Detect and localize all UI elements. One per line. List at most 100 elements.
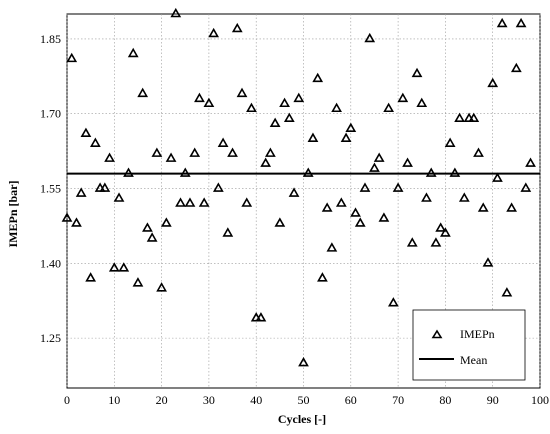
data-point xyxy=(165,152,177,162)
x-tick-label: 0 xyxy=(64,393,70,407)
data-point xyxy=(506,202,517,212)
data-point xyxy=(194,92,205,103)
data-point xyxy=(99,182,111,192)
data-point xyxy=(406,237,418,247)
data-point xyxy=(387,297,399,307)
data-point xyxy=(156,282,167,292)
data-point xyxy=(440,227,451,237)
data-point xyxy=(302,167,314,177)
data-point xyxy=(127,47,139,58)
data-point xyxy=(236,87,248,98)
y-tick-label: 1.25 xyxy=(40,331,61,345)
data-point xyxy=(383,102,395,113)
data-point xyxy=(482,257,494,267)
data-point xyxy=(246,102,257,113)
data-point xyxy=(458,192,470,202)
data-point xyxy=(203,97,215,108)
data-point xyxy=(293,92,305,103)
data-point xyxy=(80,127,92,137)
data-point xyxy=(496,17,508,28)
data-point xyxy=(222,227,234,237)
data-point xyxy=(392,182,404,192)
data-point xyxy=(487,77,499,88)
data-point xyxy=(241,197,253,207)
data-point xyxy=(373,152,385,162)
x-tick-label: 60 xyxy=(345,393,357,407)
data-point xyxy=(75,187,87,197)
data-point xyxy=(525,157,536,167)
x-tick-label: 30 xyxy=(203,393,215,407)
data-point xyxy=(444,137,456,147)
data-point xyxy=(335,197,347,207)
x-tick-label: 90 xyxy=(487,393,499,407)
data-point xyxy=(269,117,281,128)
axis-ticks: 0 10 20 30 40 50 60 70 80 90 100 1.25 1.40 1.55 1.70 1.… xyxy=(40,32,549,407)
data-point xyxy=(454,112,465,123)
imepn-series xyxy=(61,7,536,367)
x-tick-label: 40 xyxy=(250,393,262,407)
data-point xyxy=(449,167,461,177)
data-point xyxy=(298,356,309,367)
x-tick-label: 10 xyxy=(108,393,120,407)
data-point xyxy=(520,182,532,192)
data-point xyxy=(208,27,220,38)
data-point xyxy=(369,162,380,172)
data-point xyxy=(283,112,295,123)
data-point xyxy=(331,102,342,113)
y-tick-label: 1.85 xyxy=(40,32,61,46)
data-point xyxy=(430,237,442,247)
data-point xyxy=(151,147,163,157)
data-point xyxy=(179,167,191,177)
data-point xyxy=(71,217,82,227)
data-point xyxy=(402,157,413,167)
data-point xyxy=(170,7,182,18)
data-point xyxy=(85,272,97,282)
data-point xyxy=(364,32,376,43)
data-point xyxy=(307,132,319,142)
y-tick-label: 1.55 xyxy=(40,182,61,196)
data-point xyxy=(312,72,324,83)
data-point xyxy=(184,197,196,207)
data-point xyxy=(142,222,153,232)
data-point xyxy=(288,187,300,197)
x-tick-label: 20 xyxy=(156,393,168,407)
data-point xyxy=(189,147,201,157)
data-point xyxy=(90,137,101,147)
legend-label-mean: Mean xyxy=(460,353,487,367)
data-point xyxy=(317,272,328,282)
data-point xyxy=(378,212,390,222)
data-point xyxy=(515,17,527,28)
data-point xyxy=(212,182,224,192)
y-tick-label: 1.70 xyxy=(40,107,61,121)
legend: IMEPn Mean xyxy=(412,309,526,381)
data-point xyxy=(118,262,130,272)
data-point xyxy=(477,202,489,212)
data-point xyxy=(279,97,290,108)
data-point xyxy=(468,112,480,123)
data-point xyxy=(326,242,338,252)
data-point xyxy=(501,287,513,297)
data-point xyxy=(435,222,447,232)
data-point xyxy=(66,52,78,63)
data-point xyxy=(175,197,186,207)
data-point xyxy=(492,172,503,182)
y-tick-label: 1.40 xyxy=(40,256,61,270)
legend-box xyxy=(412,309,526,381)
x-tick-label: 70 xyxy=(392,393,404,407)
data-point xyxy=(359,182,371,192)
legend-triangle-icon xyxy=(431,329,443,339)
data-point xyxy=(411,67,423,78)
data-point xyxy=(260,157,272,167)
data-point xyxy=(231,22,243,33)
data-point xyxy=(397,92,409,103)
x-tick-label: 100 xyxy=(531,393,549,407)
y-axis-label: IMEPn [bar] xyxy=(6,181,20,248)
data-point xyxy=(132,277,144,287)
data-point xyxy=(345,122,357,132)
data-point xyxy=(510,62,522,73)
legend-label-imepn: IMEPn xyxy=(460,327,495,341)
data-point xyxy=(340,132,352,142)
data-point xyxy=(274,217,286,227)
data-point xyxy=(160,217,172,227)
